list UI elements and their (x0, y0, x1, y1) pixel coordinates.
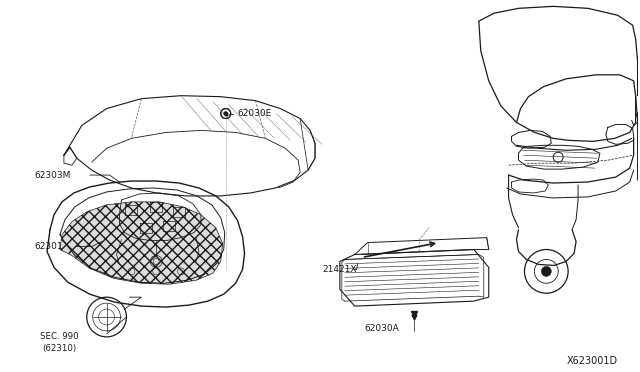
Text: X623001D: X623001D (566, 356, 618, 366)
Text: 21421X: 21421X (322, 265, 356, 274)
Text: 62030E: 62030E (237, 109, 272, 118)
Text: SEC. 990: SEC. 990 (40, 332, 79, 341)
Polygon shape (60, 202, 223, 284)
Text: 62030A: 62030A (365, 324, 399, 333)
Text: (62310): (62310) (42, 344, 76, 353)
Text: 62301: 62301 (34, 242, 63, 251)
Circle shape (541, 266, 551, 276)
Circle shape (224, 112, 228, 116)
Text: 62303M: 62303M (34, 171, 70, 180)
